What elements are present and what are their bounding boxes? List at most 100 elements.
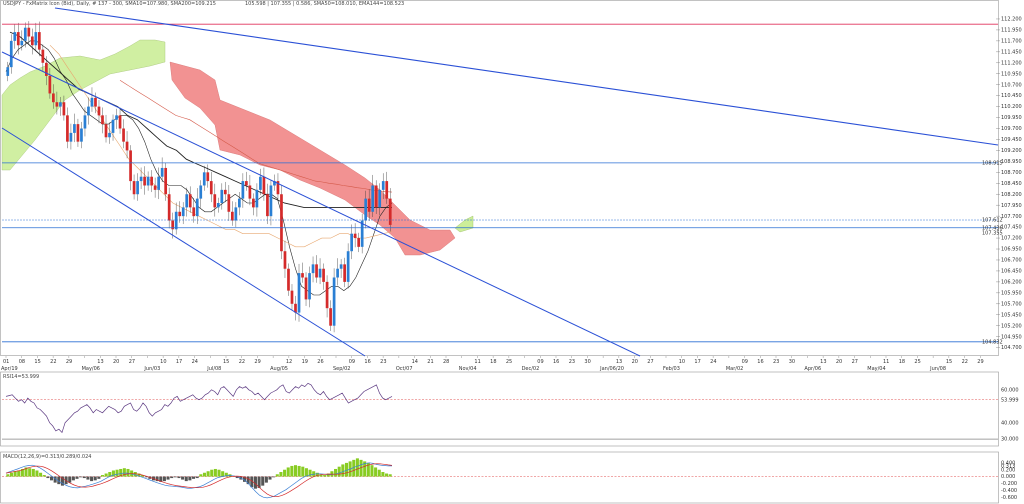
- price-y-label-2: 111.700: [1001, 38, 1022, 44]
- date-label-10: 10: [160, 359, 166, 365]
- macd-hist-bar-50: [188, 476, 192, 481]
- candle-body-88: [315, 264, 318, 278]
- date-label-43: 10: [679, 359, 685, 365]
- candle-body-39: [143, 176, 146, 186]
- price-y-label-21: 106.950: [1001, 247, 1022, 253]
- macd-hist-bar-95: [352, 459, 356, 477]
- date-range-label: Apr/19: [1, 366, 18, 372]
- candle-body-18: [69, 132, 73, 142]
- candle-body-25: [94, 97, 97, 107]
- candle-body-42: [153, 185, 157, 190]
- date-label-44: 17: [694, 359, 700, 365]
- macd-hist-bar-19: [75, 476, 79, 479]
- candle-body-45: [164, 167, 168, 195]
- price-y-label-4: 111.200: [1001, 60, 1022, 66]
- candle-body-33: [122, 128, 125, 142]
- macd-hist-bar-92: [341, 464, 345, 477]
- candle-body-47: [171, 220, 175, 230]
- macd-hist-bar-57: [213, 468, 217, 477]
- macd-hist-bar-69: [257, 476, 261, 488]
- candle-body-106: [378, 189, 382, 208]
- macd-hist-bar-11: [46, 476, 50, 479]
- macd-hist-bar-9: [39, 472, 43, 477]
- date-label-5: May/06: [82, 366, 100, 372]
- macd-hist-bar-43: [162, 476, 166, 482]
- macd-hist-bar-35: [133, 472, 137, 477]
- candle-body-36: [132, 181, 136, 195]
- price-label-3: 107.436: [982, 225, 1003, 231]
- macd-hist-bar-0: [6, 474, 10, 477]
- candle-body-55: [199, 185, 203, 199]
- rsi-y-label-1: 53.999: [1001, 397, 1019, 403]
- macd-hist-bar-39: [148, 476, 152, 479]
- candle-body-32: [118, 115, 122, 129]
- candle-body-96: [343, 264, 346, 282]
- date-label-40: 20: [632, 359, 638, 365]
- date-label-34: 09: [537, 359, 543, 365]
- price-y-label-20: 107.200: [1001, 236, 1022, 242]
- price-y-label-10: 109.700: [1001, 126, 1022, 132]
- macd-hist-bar-17: [68, 476, 72, 483]
- candle-body-28: [104, 124, 108, 138]
- candle-body-75: [269, 185, 273, 217]
- date-label-38: Jan/06/20: [599, 366, 624, 372]
- candle-body-53: [192, 207, 196, 217]
- macd-hist-bar-32: [122, 468, 126, 477]
- candle-body-64: [230, 211, 234, 221]
- candle-body-49: [178, 211, 182, 217]
- macd-hist-bar-53: [199, 474, 203, 477]
- macd-y-label-3: 0.000: [1001, 474, 1015, 480]
- date-label-14: 15: [223, 359, 229, 365]
- axes: 112.200 111.950 111.700 111.450 111.200 110.9…: [1, 17, 1022, 372]
- macd-hist-bar-29: [111, 470, 115, 477]
- price-y-label-19: 107.450: [1001, 225, 1022, 231]
- candle-body-97: [346, 251, 350, 282]
- price-y-label-15: 108.450: [1001, 181, 1022, 187]
- candle-body-21: [80, 128, 83, 142]
- date-label-59: Jun/08: [929, 366, 946, 372]
- price-header-right: 105.598 | 107.355 | 0.586, SMA50=108.010…: [245, 1, 404, 7]
- candle-body-92: [329, 308, 332, 326]
- trendline-upper: [54, 7, 999, 146]
- date-label-19: 19: [302, 359, 308, 365]
- date-label-62: 29: [977, 359, 983, 365]
- macd-hist-bar-63: [235, 476, 239, 479]
- candle-body-76: [273, 181, 276, 186]
- date-label-13: Jul/08: [206, 366, 221, 372]
- candle-body-29: [108, 132, 111, 138]
- macd-hist-bar-36: [137, 473, 141, 477]
- macd-hist-bar-3: [17, 470, 21, 477]
- candle-body-89: [318, 268, 322, 278]
- candle-body-102: [364, 198, 368, 221]
- candle-body-99: [353, 233, 357, 239]
- price-y-label-13: 108.950: [1001, 159, 1022, 165]
- rsi-series: 60.000 53.999 40.000 30.000: [2, 382, 1019, 443]
- macd-hist-bar-103: [381, 472, 385, 477]
- macd-hist-bar-6: [28, 468, 32, 477]
- candle-body-50: [181, 207, 185, 217]
- date-label-20: 26: [317, 359, 323, 365]
- macd-y-label-1: 0.313: [1001, 463, 1015, 469]
- candle-body-5: [23, 27, 27, 41]
- candle-body-17: [66, 115, 69, 142]
- macd-hist-bar-65: [242, 476, 247, 482]
- macd-hist-bar-1: [9, 472, 13, 477]
- date-label-60: 15: [946, 359, 952, 365]
- macd-hist-bar-21: [82, 476, 86, 479]
- date-label-21: Sep/02: [333, 366, 350, 372]
- macd-hist-bar-23: [90, 476, 94, 482]
- candle-body-35: [129, 150, 132, 182]
- candle-body-80: [287, 268, 290, 291]
- date-label-57: 18: [899, 359, 905, 365]
- candle-body-27: [101, 115, 104, 125]
- macd-hist-bar-42: [159, 476, 163, 482]
- rsi-header: RSI14=53.999: [3, 374, 39, 380]
- macd-hist-bar-87: [323, 475, 327, 477]
- candle-body-38: [139, 176, 143, 182]
- candle-body-4: [20, 40, 24, 46]
- candle-body-10: [41, 49, 45, 63]
- price-y-label-28: 105.200: [1001, 323, 1022, 329]
- macd-hist-bar-102: [377, 469, 381, 477]
- candle-body-37: [136, 181, 139, 195]
